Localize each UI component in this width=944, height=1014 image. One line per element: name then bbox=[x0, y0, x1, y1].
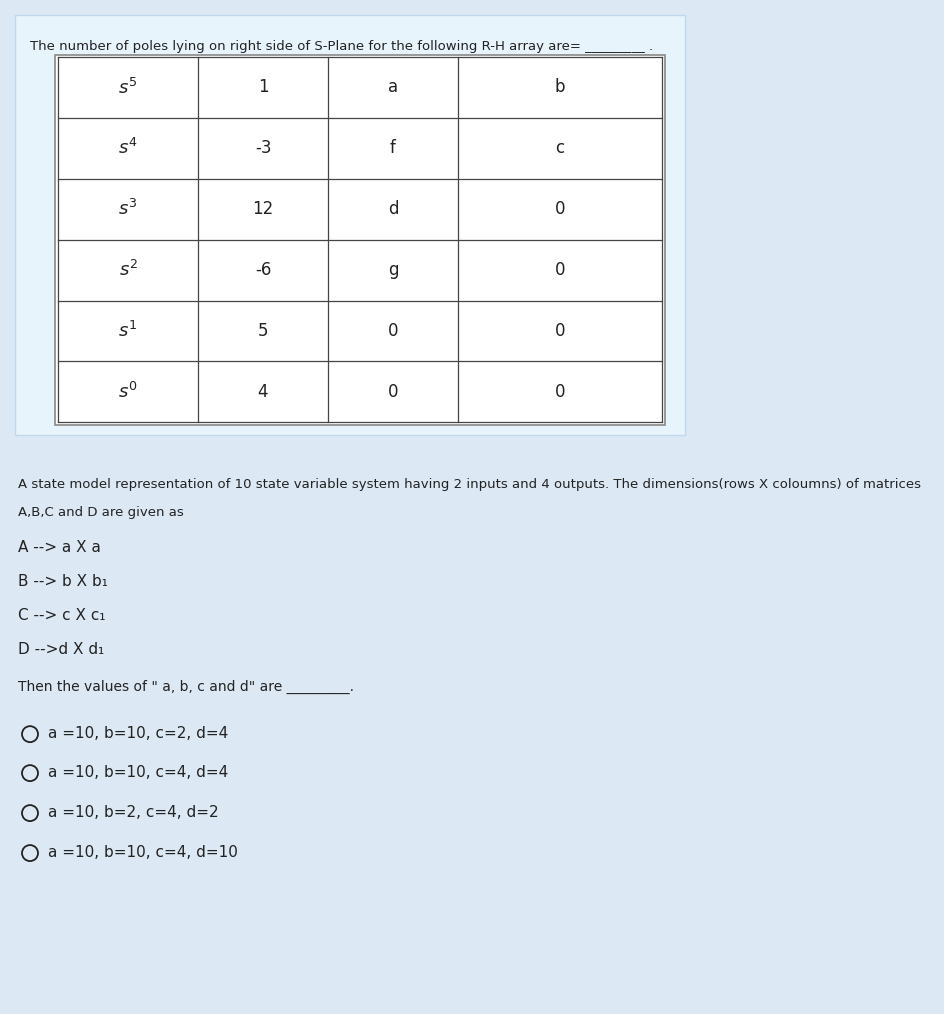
Text: $s^5$: $s^5$ bbox=[118, 77, 138, 97]
Text: f: f bbox=[390, 139, 396, 157]
Text: B --> b X b₁: B --> b X b₁ bbox=[18, 574, 108, 589]
Text: A,B,C and D are given as: A,B,C and D are given as bbox=[18, 506, 183, 519]
Text: -3: -3 bbox=[255, 139, 271, 157]
Text: 0: 0 bbox=[554, 383, 565, 401]
Text: A state model representation of 10 state variable system having 2 inputs and 4 o: A state model representation of 10 state… bbox=[18, 479, 920, 491]
Text: a =10, b=10, c=2, d=4: a =10, b=10, c=2, d=4 bbox=[48, 726, 228, 741]
Text: 12: 12 bbox=[252, 200, 274, 218]
Text: $s^0$: $s^0$ bbox=[118, 382, 138, 402]
Text: C --> c X c₁: C --> c X c₁ bbox=[18, 608, 106, 624]
Text: 0: 0 bbox=[387, 383, 397, 401]
Text: a =10, b=10, c=4, d=10: a =10, b=10, c=4, d=10 bbox=[48, 845, 238, 860]
Text: 0: 0 bbox=[554, 200, 565, 218]
Text: c: c bbox=[555, 139, 564, 157]
Text: 0: 0 bbox=[554, 322, 565, 340]
Text: A --> a X a: A --> a X a bbox=[18, 540, 101, 556]
Text: 4: 4 bbox=[258, 383, 268, 401]
Text: $s^2$: $s^2$ bbox=[118, 260, 137, 280]
Text: 0: 0 bbox=[554, 261, 565, 279]
Text: g: g bbox=[387, 261, 397, 279]
Text: Then the values of " a, b, c and d" are _________.: Then the values of " a, b, c and d" are … bbox=[18, 680, 354, 695]
Text: d: d bbox=[387, 200, 397, 218]
Bar bbox=[15, 15, 684, 435]
Text: $s^1$: $s^1$ bbox=[118, 320, 138, 341]
Text: $s^3$: $s^3$ bbox=[118, 199, 138, 219]
Bar bbox=[55, 55, 665, 425]
Text: a =10, b=10, c=4, d=4: a =10, b=10, c=4, d=4 bbox=[48, 766, 228, 780]
Text: -6: -6 bbox=[255, 261, 271, 279]
Text: 0: 0 bbox=[387, 322, 397, 340]
Text: 5: 5 bbox=[258, 322, 268, 340]
Text: a =10, b=2, c=4, d=2: a =10, b=2, c=4, d=2 bbox=[48, 805, 218, 820]
Text: $s^4$: $s^4$ bbox=[118, 138, 138, 158]
Text: D -->d X d₁: D -->d X d₁ bbox=[18, 642, 104, 657]
Text: 1: 1 bbox=[258, 78, 268, 96]
Text: a: a bbox=[388, 78, 397, 96]
Text: b: b bbox=[554, 78, 565, 96]
Text: The number of poles lying on right side of S-Plane for the following R-H array a: The number of poles lying on right side … bbox=[30, 40, 652, 53]
